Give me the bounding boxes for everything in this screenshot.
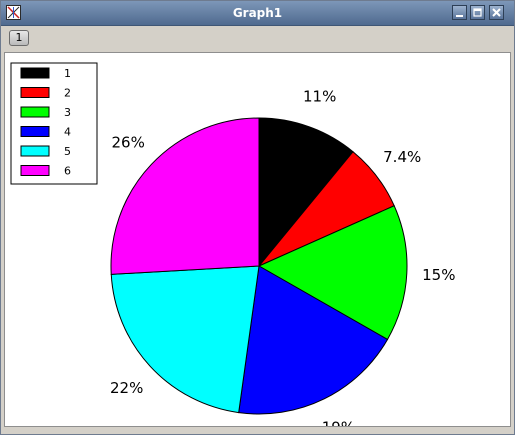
legend-swatch-1 [20,67,50,79]
pie-slice-6 [110,117,260,275]
minimize-icon [456,15,463,17]
legend-swatch-3 [20,106,50,118]
pie-slice-4 [238,265,389,415]
legend-label-6: 6 [64,165,71,178]
legend-label-4: 4 [64,126,71,139]
legend-label-5: 5 [64,145,71,158]
pie-slice-3 [257,205,408,341]
close-icon [492,8,501,17]
page-tab[interactable]: 1 [9,30,29,46]
legend-box [10,62,98,185]
graph-window-icon[interactable] [6,5,21,20]
maximize-button[interactable] [470,5,485,20]
pie-chart: 11% 7.4% 15% 19% 22% 26% 1 2 3 4 5 6 [10,62,455,426]
slice-label-4: 19% [322,419,355,427]
slice-label-6: 26% [112,133,145,151]
legend-swatch-2 [20,87,50,98]
legend-label-1: 1 [64,67,71,80]
window-title: Graph1 [232,6,283,20]
pie-slice-1 [258,117,354,268]
chart-canvas: 11% 7.4% 15% 19% 22% 26% 1 2 3 4 5 6 [4,52,511,427]
slice-label-1: 11% [303,88,336,106]
legend-swatch-6 [20,165,50,176]
legend-label-3: 3 [64,106,71,119]
slice-label-5: 22% [110,379,143,397]
slice-label-2: 7.4% [383,148,421,166]
legend: 1 2 3 4 5 6 [10,62,98,185]
pie-slices [110,117,408,415]
maximize-icon [473,8,482,17]
pie-slice-5 [110,265,260,414]
legend-swatch-4 [20,126,50,137]
minimize-button[interactable] [452,5,467,20]
legend-label-2: 2 [64,87,71,100]
window-content: 1 11% 7.4% 15% 19% 22% 26% 1 2 3 4 5 6 [1,26,514,434]
title-bar[interactable]: Graph1 [1,1,514,26]
legend-swatch-5 [20,145,50,157]
close-button[interactable] [489,5,504,20]
pie-slice-labels: 11% 7.4% 15% 19% 22% 26% [110,88,455,426]
slice-label-3: 15% [422,266,455,284]
